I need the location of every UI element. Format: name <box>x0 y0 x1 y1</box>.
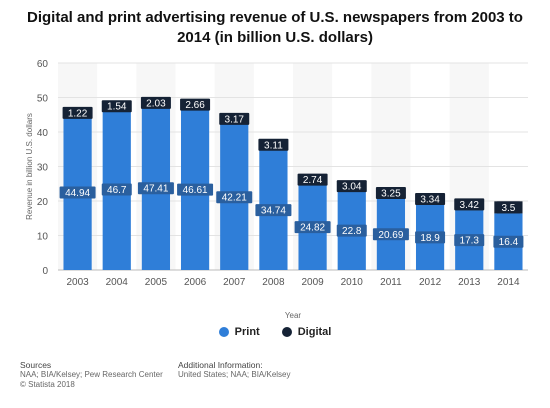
x-tick-label: 2004 <box>106 277 129 288</box>
x-axis-title: Year <box>285 311 302 320</box>
y-tick-label: 30 <box>37 163 49 174</box>
legend-dot-digital <box>281 327 292 337</box>
data-label-print-2010: 22.8 <box>342 226 362 237</box>
x-tick-label: 2003 <box>66 277 89 288</box>
data-label-print-2009: 24.82 <box>300 223 325 234</box>
data-label-digital-2004-bg <box>101 100 132 113</box>
data-label-digital-2013-bg <box>454 198 485 211</box>
data-label-digital-2003: 1.22 <box>68 108 88 119</box>
data-label-digital-2014-bg <box>496 201 521 214</box>
data-label-digital-2008-bg <box>258 138 289 151</box>
data-label-print-2009-bg <box>294 221 331 234</box>
data-label-digital-2013: 3.42 <box>460 200 480 211</box>
data-label-print-2010-bg <box>336 224 367 237</box>
sources-heading: Sources <box>20 360 52 370</box>
data-label-digital-2009-bg <box>297 173 328 186</box>
x-tick-label: 2011 <box>380 277 402 288</box>
data-label-digital-2009: 2.74 <box>303 175 323 186</box>
data-label-print-2014-bg <box>493 235 524 248</box>
data-label-print-2004-bg <box>101 183 132 196</box>
y-tick-label: 60 <box>37 59 49 70</box>
data-label-digital-2003-bg <box>62 106 93 119</box>
data-label-digital-2008: 3.11 <box>264 140 283 151</box>
data-label-digital-2006-bg <box>180 98 211 111</box>
legend-item-digital[interactable]: Digital <box>281 326 332 338</box>
data-label-print-2006-bg <box>177 183 214 196</box>
chart-title-line-2: 2014 (in billion U.S. dollars) <box>177 29 373 46</box>
y-tick-label: 0 <box>42 266 48 277</box>
data-label-print-2012: 18.9 <box>420 233 440 244</box>
y-tick-label: 40 <box>37 128 49 139</box>
additional-info-heading: Additional Information: <box>178 360 263 370</box>
data-label-print-2007-bg <box>216 191 253 204</box>
data-label-print-2014: 16.4 <box>499 237 519 248</box>
y-axis-title: Revenue in billion U.S. dollars <box>25 113 34 220</box>
x-tick-label: 2010 <box>341 277 364 288</box>
additional-info-text: United States; NAA; BIA/Kelsey <box>178 370 291 379</box>
data-label-print-2003: 44.94 <box>65 188 90 199</box>
data-label-digital-2006: 2.66 <box>185 100 205 111</box>
data-label-print-2008: 34.74 <box>261 206 286 217</box>
data-label-print-2004: 46.7 <box>107 185 127 196</box>
x-tick-label: 2014 <box>497 277 520 288</box>
data-label-digital-2011-bg <box>375 187 406 200</box>
legend-label-digital: Digital <box>297 326 332 338</box>
data-label-print-2011: 20.69 <box>378 230 403 241</box>
data-label-print-2012-bg <box>415 231 446 244</box>
data-label-print-2013: 17.3 <box>460 236 480 247</box>
legend-dot-print <box>218 327 229 337</box>
x-tick-label: 2012 <box>419 277 442 288</box>
copyright-text: © Statista 2018 <box>20 380 75 389</box>
x-tick-label: 2008 <box>262 277 285 288</box>
y-tick-label: 10 <box>37 232 49 243</box>
data-label-print-2008-bg <box>255 204 292 217</box>
data-label-print-2006: 46.61 <box>183 185 208 196</box>
sources-text: NAA; BIA/Kelsey; Pew Research Center <box>20 370 163 379</box>
x-tick-label: 2007 <box>223 277 246 288</box>
additional-info-block: Additional Information: United States; N… <box>178 360 291 380</box>
x-tick-label: 2005 <box>145 277 168 288</box>
data-label-print-2003-bg <box>59 186 96 199</box>
data-label-digital-2010-bg <box>336 180 367 193</box>
x-tick-label: 2013 <box>458 277 481 288</box>
data-label-print-2007: 42.21 <box>222 193 247 204</box>
y-tick-label: 20 <box>37 197 49 208</box>
chart-title: Digital and print advertising revenue of… <box>0 8 550 48</box>
chart-title-line-1: Digital and print advertising revenue of… <box>27 9 523 26</box>
data-label-print-2005: 47.41 <box>143 184 168 195</box>
data-label-digital-2007: 3.17 <box>225 114 245 125</box>
data-label-digital-2007-bg <box>219 112 250 125</box>
x-tick-label: 2006 <box>184 277 207 288</box>
data-label-digital-2005-bg <box>140 96 171 109</box>
legend-label-print: Print <box>234 326 260 338</box>
data-label-digital-2005: 2.03 <box>146 98 166 109</box>
y-tick-label: 50 <box>37 94 49 105</box>
data-label-digital-2012-bg <box>415 193 446 206</box>
legend-item-print[interactable]: Print <box>218 326 260 338</box>
data-label-digital-2012: 3.34 <box>420 195 440 206</box>
x-tick-label: 2009 <box>301 277 324 288</box>
data-label-print-2013-bg <box>454 234 485 247</box>
data-label-digital-2011: 3.25 <box>381 189 401 200</box>
legend: Print Digital <box>0 326 550 338</box>
sources-block: Sources NAA; BIA/Kelsey; Pew Research Ce… <box>20 360 163 390</box>
data-label-print-2005-bg <box>137 182 174 195</box>
data-label-digital-2010: 3.04 <box>342 182 362 193</box>
data-label-digital-2004: 1.54 <box>107 102 127 113</box>
data-label-print-2011-bg <box>372 228 409 241</box>
data-label-digital-2014: 3.5 <box>501 203 515 214</box>
